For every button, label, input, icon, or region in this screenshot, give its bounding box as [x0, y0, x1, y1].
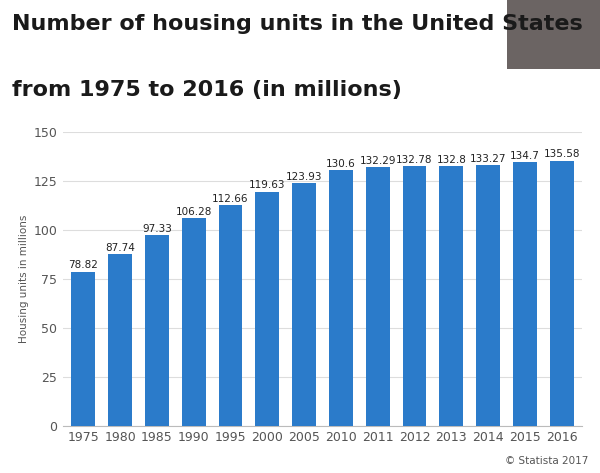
Text: from 1975 to 2016 (in millions): from 1975 to 2016 (in millions) — [12, 80, 402, 100]
Text: 106.28: 106.28 — [175, 207, 212, 217]
Bar — [403, 166, 427, 426]
Bar — [218, 205, 242, 426]
Text: 119.63: 119.63 — [249, 180, 286, 191]
Bar — [71, 272, 95, 426]
Bar — [292, 184, 316, 426]
Text: 130.6: 130.6 — [326, 159, 356, 169]
Bar — [145, 236, 169, 426]
Y-axis label: Housing units in millions: Housing units in millions — [19, 215, 29, 343]
Bar — [108, 254, 132, 426]
Bar — [182, 218, 206, 426]
Bar — [439, 166, 463, 426]
Text: 133.27: 133.27 — [470, 154, 506, 164]
Text: 78.82: 78.82 — [68, 260, 98, 270]
Bar — [550, 161, 574, 426]
Bar — [366, 167, 389, 426]
Text: © Statista 2017: © Statista 2017 — [505, 456, 588, 466]
Text: 87.74: 87.74 — [105, 243, 135, 253]
Text: 123.93: 123.93 — [286, 172, 322, 182]
Bar — [476, 165, 500, 426]
Text: 132.8: 132.8 — [436, 155, 466, 165]
Text: 132.29: 132.29 — [359, 156, 396, 166]
Text: 112.66: 112.66 — [212, 194, 249, 204]
Text: 135.58: 135.58 — [544, 149, 580, 159]
Bar — [256, 192, 279, 426]
Text: 134.7: 134.7 — [510, 151, 540, 161]
Text: 97.33: 97.33 — [142, 224, 172, 234]
Bar — [513, 162, 537, 426]
Bar — [329, 170, 353, 426]
Text: 132.78: 132.78 — [396, 155, 433, 165]
Text: Number of housing units in the United States: Number of housing units in the United St… — [12, 14, 583, 34]
